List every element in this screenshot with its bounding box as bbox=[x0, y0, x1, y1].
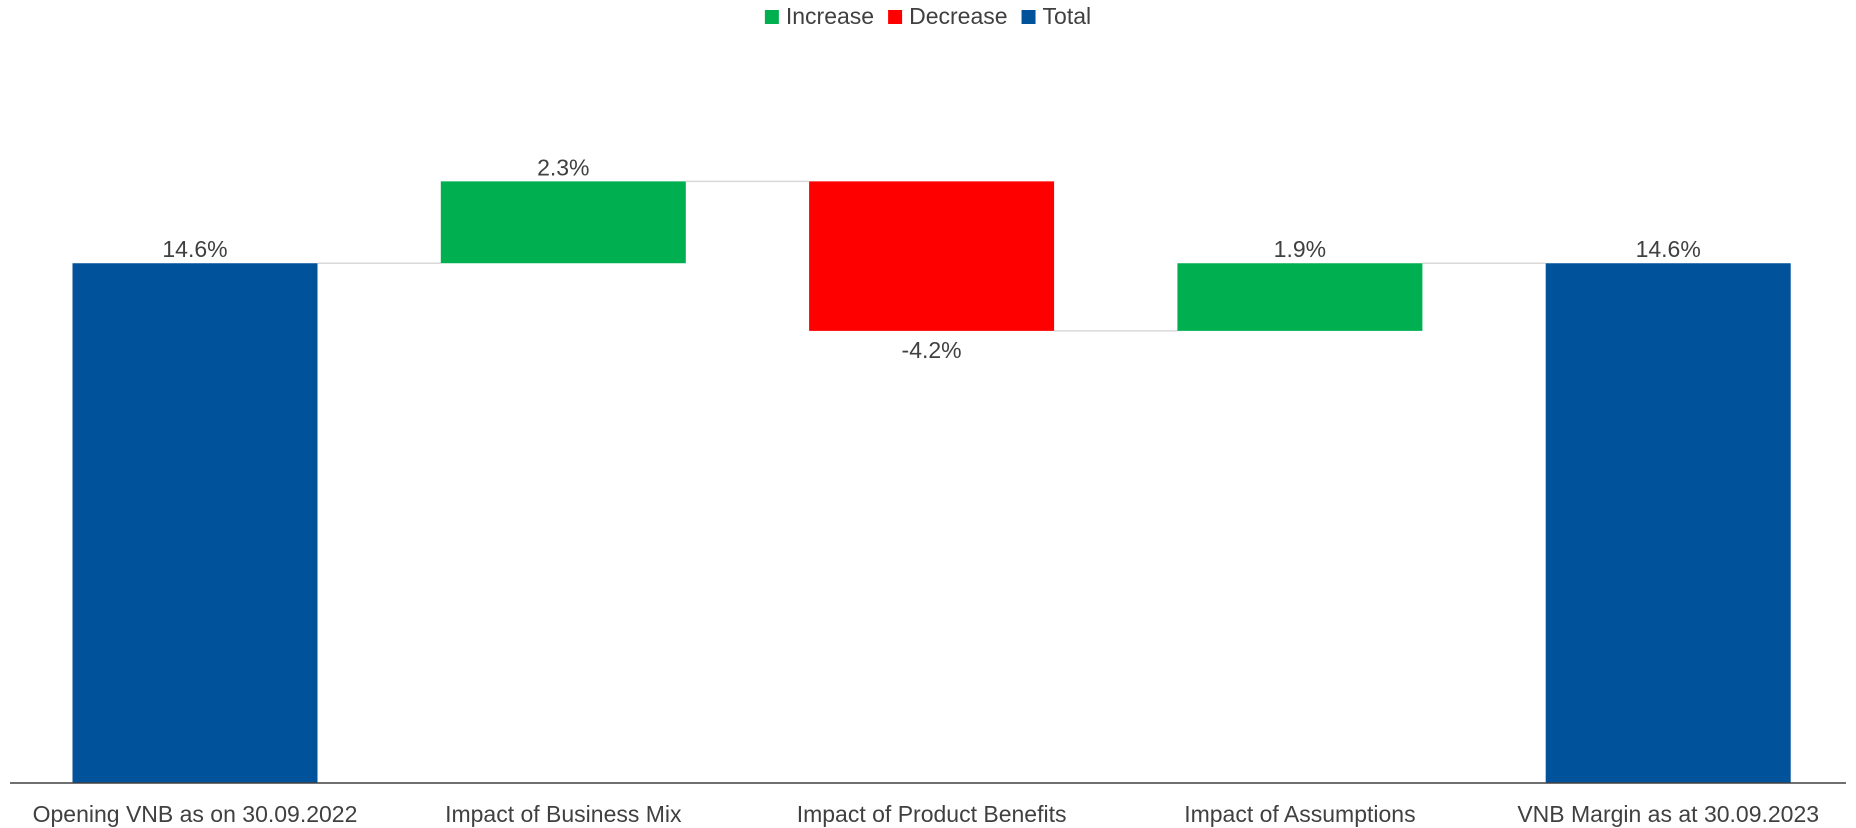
legend-label-increase: Increase bbox=[786, 3, 874, 29]
value-label: -4.2% bbox=[902, 337, 962, 363]
value-label: 14.6% bbox=[162, 236, 227, 262]
bar-decrease-2 bbox=[809, 181, 1055, 331]
value-label: 1.9% bbox=[1274, 236, 1326, 262]
category-label: Impact of Business Mix bbox=[445, 801, 682, 827]
category-label: Impact of Assumptions bbox=[1184, 801, 1415, 827]
legend-item-increase: Increase bbox=[764, 3, 874, 29]
legend-item-total: Total bbox=[1021, 3, 1092, 29]
bar-total-4 bbox=[1545, 263, 1791, 783]
legend-swatch-total bbox=[1021, 10, 1036, 24]
bars bbox=[72, 181, 1791, 783]
value-labels: 14.6% 2.3% -4.2% 1.9% 14.6% bbox=[162, 154, 1700, 363]
legend-item-decrease: Decrease bbox=[888, 3, 1008, 29]
category-labels: Opening VNB as on 30.09.2022 Impact of Bu… bbox=[33, 801, 1819, 827]
chart-legend: Increase Decrease Total bbox=[764, 3, 1092, 29]
category-label: Opening VNB as on 30.09.2022 bbox=[33, 801, 358, 827]
connector-lines bbox=[317, 180, 1546, 332]
bar-increase-1 bbox=[440, 181, 686, 264]
value-label: 2.3% bbox=[537, 154, 589, 180]
category-label: VNB Margin as at 30.09.2023 bbox=[1517, 801, 1819, 827]
legend-label-decrease: Decrease bbox=[909, 3, 1007, 29]
legend-label-total: Total bbox=[1043, 3, 1092, 29]
value-label: 14.6% bbox=[1636, 236, 1701, 262]
legend-swatch-decrease bbox=[888, 10, 903, 24]
legend-swatch-increase bbox=[764, 10, 779, 24]
category-label: Impact of Product Benefits bbox=[797, 801, 1067, 827]
bar-increase-3 bbox=[1177, 263, 1423, 331]
bar-total-0 bbox=[72, 263, 318, 783]
